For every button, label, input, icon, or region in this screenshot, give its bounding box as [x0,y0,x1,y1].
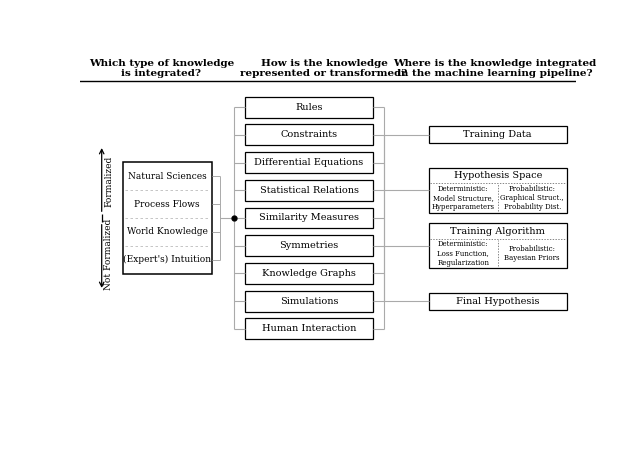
Bar [245,96,373,117]
Text: Rules: Rules [295,103,323,111]
Text: Not Formalized: Not Formalized [104,219,113,290]
Bar [245,207,373,228]
Bar [123,162,212,274]
Text: Deterministic:
Model Structure,
Hyperparameters: Deterministic: Model Structure, Hyperpar… [432,185,495,211]
Bar [245,318,373,339]
Text: Human Interaction: Human Interaction [262,324,356,333]
Text: Natural Sciences: Natural Sciences [128,172,207,181]
Text: Probabilistic:
Graphical Struct.,
Probability Dist.: Probabilistic: Graphical Struct., Probab… [500,185,564,211]
Text: Symmetries: Symmetries [280,241,339,250]
Text: Final Hypothesis: Final Hypothesis [456,297,540,306]
Text: Differential Equations: Differential Equations [254,158,364,167]
Text: Hypothesis Space: Hypothesis Space [454,171,542,180]
Text: Which type of knowledge
is integrated?: Which type of knowledge is integrated? [89,58,234,78]
Bar [245,291,373,312]
Text: Where is the knowledge integrated
in the machine learning pipeline?: Where is the knowledge integrated in the… [393,58,596,78]
Text: How is the knowledge
represented or transformed?: How is the knowledge represented or tran… [241,58,408,78]
Bar [245,152,373,173]
Text: Deterministic:
Loss Function,
Regularization: Deterministic: Loss Function, Regulariza… [437,240,489,267]
Text: Training Algorithm: Training Algorithm [451,226,545,236]
Text: Constraints: Constraints [280,130,337,140]
Bar [429,293,566,309]
Text: Knowledge Graphs: Knowledge Graphs [262,269,356,278]
Bar [429,223,566,268]
Bar [429,126,566,143]
Text: Statistical Relations: Statistical Relations [259,186,358,195]
Text: Simulations: Simulations [280,297,339,306]
Bar [429,168,566,212]
Bar [245,263,373,284]
Bar [245,125,373,145]
Text: Probabilistic:
Bayesian Priors: Probabilistic: Bayesian Priors [504,245,560,262]
Text: Similarity Measures: Similarity Measures [259,213,359,222]
Bar [245,180,373,201]
Bar [245,235,373,256]
Text: Formalized: Formalized [104,156,113,207]
Text: Training Data: Training Data [463,130,532,140]
Text: Process Flows: Process Flows [134,199,200,208]
Text: World Knowledge: World Knowledge [127,227,207,236]
Text: (Expert's) Intuition: (Expert's) Intuition [123,255,211,265]
